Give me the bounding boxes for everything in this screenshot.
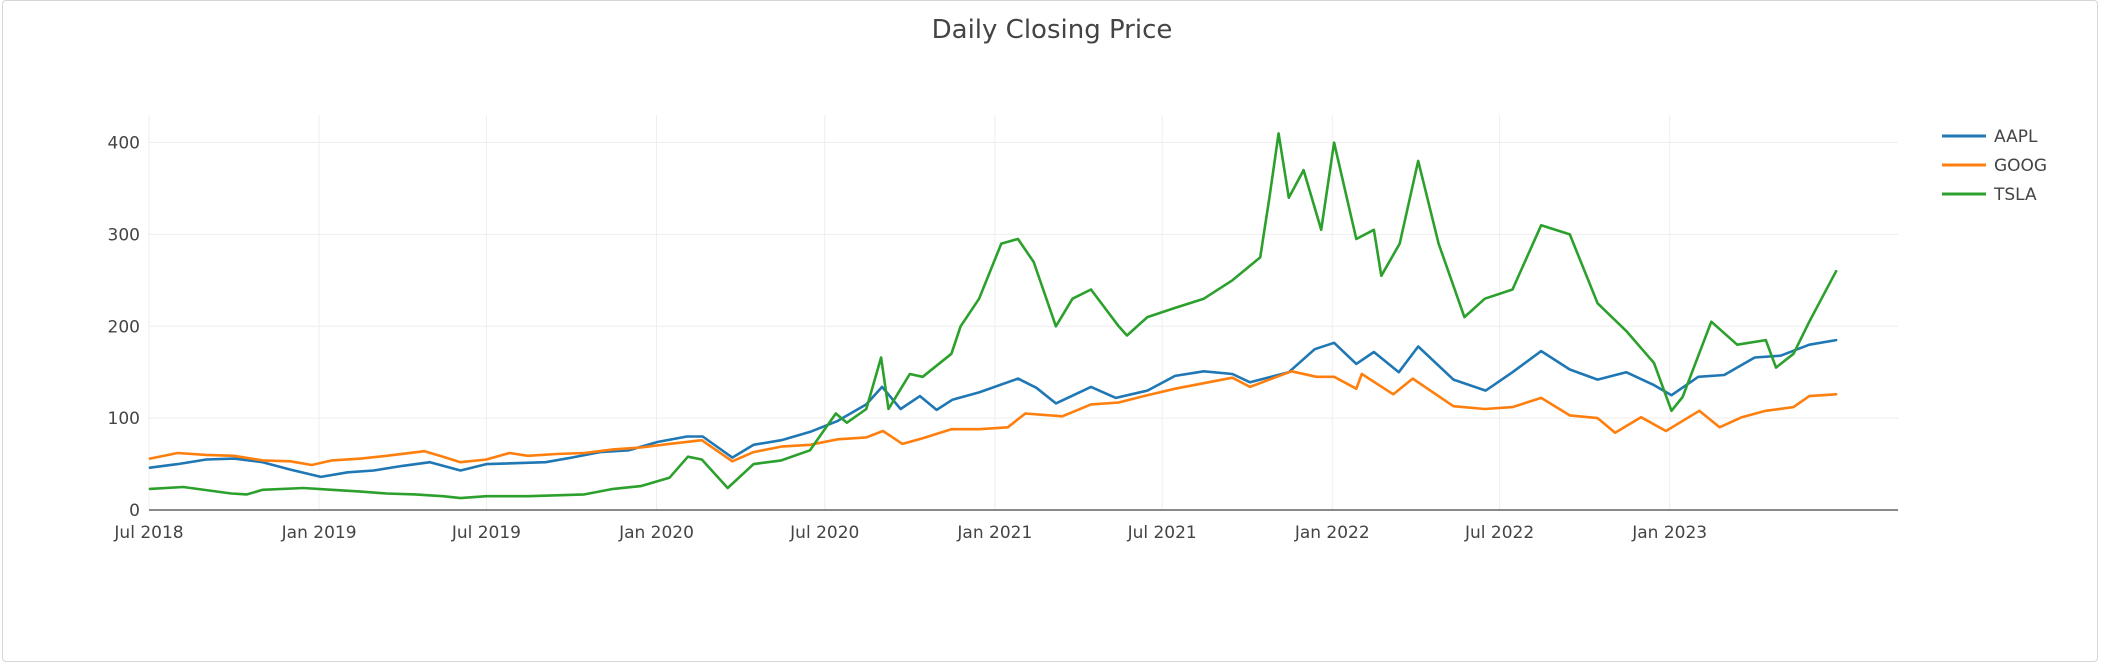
legend-label: TSLA — [1993, 185, 2037, 205]
legend-item-tsla[interactable]: TSLA — [1942, 185, 2037, 205]
axes: 0 100 200 300 400 Jul 2018 Jan 2019 Jul 2019 Jan… — [108, 134, 1898, 543]
x-tick-label: Jan 2021 — [956, 523, 1032, 543]
x-tick-label: Jul 2019 — [451, 523, 521, 543]
legend-item-goog[interactable]: GOOG — [1942, 156, 2047, 176]
legend-label: AAPL — [1994, 127, 2038, 147]
x-tick-label: Jan 2022 — [1294, 523, 1370, 543]
y-tick-label: 400 — [108, 134, 140, 154]
series-line-tsla — [148, 132, 1838, 500]
y-tick-label: 0 — [129, 501, 140, 521]
legend[interactable]: AAPL GOOG TSLA — [1942, 127, 2047, 205]
y-tick-label: 200 — [108, 317, 140, 337]
x-tick-label: Jul 2021 — [1127, 523, 1197, 543]
legend-label: GOOG — [1994, 156, 2047, 176]
legend-item-aapl[interactable]: AAPL — [1942, 127, 2038, 147]
x-tick-label: Jul 2020 — [789, 523, 859, 543]
x-tick-label: Jul 2018 — [113, 523, 183, 543]
y-tick-label: 100 — [108, 409, 140, 429]
x-tick-label: Jan 2019 — [281, 523, 357, 543]
chart-title: Daily Closing Price — [932, 15, 1173, 45]
x-tick-label: Jan 2020 — [618, 523, 694, 543]
x-tick-label: Jan 2023 — [1631, 523, 1707, 543]
x-tick-label: Jul 2022 — [1464, 523, 1534, 543]
series-lines — [148, 132, 1838, 500]
series-line-goog — [148, 370, 1838, 467]
grid-lines — [148, 115, 1898, 510]
y-tick-label: 300 — [108, 225, 140, 245]
series-line-aapl — [148, 338, 1838, 479]
